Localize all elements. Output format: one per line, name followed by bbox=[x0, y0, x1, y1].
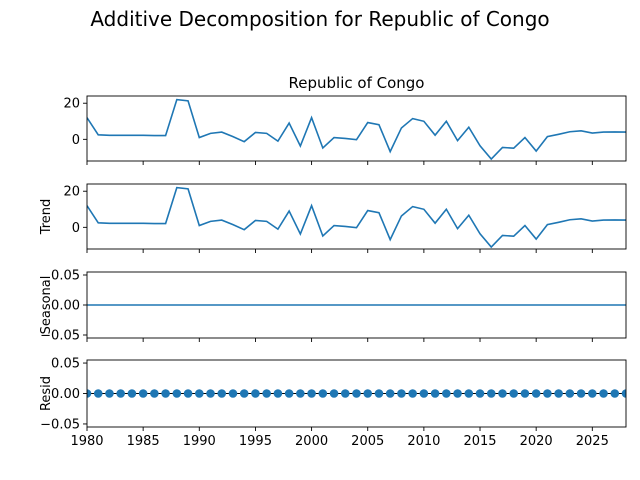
panel-frame bbox=[86, 183, 627, 250]
resid-point bbox=[588, 389, 597, 398]
resid-point bbox=[397, 389, 406, 398]
resid-point bbox=[251, 389, 260, 398]
resid-point bbox=[340, 389, 350, 398]
ytick-label: 20 bbox=[63, 185, 80, 200]
resid-point bbox=[453, 389, 462, 398]
ytick-label: 0.05 bbox=[51, 269, 80, 284]
ytick-label: −0.05 bbox=[40, 329, 80, 344]
xtick-label: 1990 bbox=[183, 434, 216, 449]
resid-point bbox=[599, 389, 608, 398]
ytick-label: 0.00 bbox=[51, 299, 80, 314]
resid-point bbox=[531, 389, 541, 398]
resid-point bbox=[138, 389, 148, 398]
resid-point bbox=[621, 389, 626, 398]
panel-frame bbox=[86, 271, 627, 339]
resid-point bbox=[183, 389, 193, 398]
resid-point bbox=[543, 389, 552, 398]
resid-point bbox=[93, 389, 103, 398]
xtick-label: 2020 bbox=[520, 434, 553, 449]
resid-point bbox=[352, 389, 361, 398]
ytick-label: 0 bbox=[72, 221, 80, 236]
resid-point bbox=[509, 389, 519, 398]
y-axis-label: Trend bbox=[39, 199, 54, 236]
xtick-label: 1995 bbox=[239, 434, 272, 449]
resid-point bbox=[105, 389, 114, 398]
resid-point bbox=[430, 389, 440, 398]
resid-point bbox=[363, 389, 373, 398]
resid-point bbox=[127, 389, 137, 398]
resid-point bbox=[284, 389, 294, 398]
ytick-label: 0 bbox=[72, 133, 80, 148]
panel-frame bbox=[86, 95, 627, 162]
resid-point bbox=[464, 389, 474, 398]
resid-point bbox=[610, 389, 620, 398]
y-axis-label: Seasonal bbox=[39, 276, 54, 335]
resid-point bbox=[442, 389, 451, 398]
xtick-label: 1985 bbox=[127, 434, 160, 449]
resid-point bbox=[296, 389, 305, 398]
panels: 0 20 Republic of Congo 0 20 Trend 0.05 0.00 −0.0… bbox=[39, 74, 627, 449]
resid-point bbox=[150, 389, 159, 398]
resid-point bbox=[475, 389, 485, 398]
resid-point bbox=[554, 389, 563, 398]
resid-point bbox=[329, 389, 339, 398]
series-line-trend bbox=[87, 186, 626, 249]
xtick-label: 2025 bbox=[576, 434, 609, 449]
ytick-label: 20 bbox=[63, 97, 80, 112]
resid-point bbox=[520, 389, 530, 398]
panel-trend: 0 20 Trend bbox=[39, 183, 627, 253]
figure-title: Additive Decomposition for Republic of C… bbox=[90, 7, 549, 31]
resid-point bbox=[307, 389, 316, 398]
series-line-observed bbox=[87, 98, 626, 161]
xtick-label: 2005 bbox=[351, 434, 384, 449]
resid-point bbox=[194, 389, 204, 398]
panel-observed: 0 20 Republic of Congo bbox=[63, 74, 627, 165]
y-axis-label: Resid bbox=[39, 376, 54, 411]
ytick-label: 0.00 bbox=[51, 387, 80, 402]
resid-point bbox=[161, 389, 170, 398]
resid-point bbox=[217, 389, 227, 398]
resid-point bbox=[116, 389, 125, 398]
resid-point bbox=[486, 389, 496, 398]
panel-resid: 0.05 0.00 −0.05 1980 1985 1990 1995 2000 2005 201… bbox=[39, 357, 627, 449]
resid-point bbox=[576, 389, 586, 398]
resid-point bbox=[239, 389, 249, 398]
resid-point bbox=[408, 389, 417, 398]
resid-point bbox=[498, 389, 507, 398]
resid-point bbox=[273, 389, 283, 398]
resid-point bbox=[228, 389, 238, 398]
xtick-label: 2010 bbox=[407, 434, 440, 449]
panel-title: Republic of Congo bbox=[289, 74, 425, 92]
panel-frame bbox=[86, 359, 627, 428]
resid-point bbox=[87, 389, 92, 398]
resid-point bbox=[565, 389, 575, 398]
ytick-label: 0.05 bbox=[51, 357, 80, 372]
xtick-label: 1980 bbox=[70, 434, 103, 449]
resid-point bbox=[318, 389, 328, 398]
xtick-label: 2015 bbox=[463, 434, 496, 449]
resid-point bbox=[206, 389, 215, 398]
resid-point bbox=[262, 389, 271, 398]
xtick-label: 2000 bbox=[295, 434, 328, 449]
resid-point bbox=[419, 389, 429, 398]
resid-point bbox=[374, 389, 384, 398]
ytick-label: −0.05 bbox=[40, 417, 80, 432]
resid-point bbox=[172, 389, 182, 398]
resid-point bbox=[385, 389, 395, 398]
